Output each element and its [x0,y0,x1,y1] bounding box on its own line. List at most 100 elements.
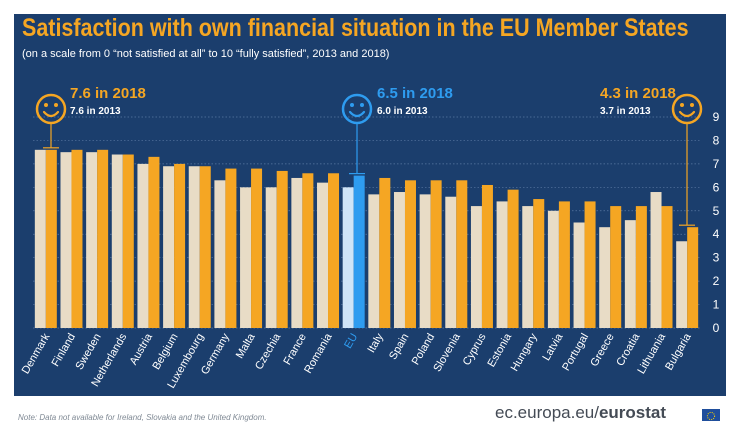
chart-subtitle: (on a scale from 0 “not satisfied at all… [22,48,390,60]
x-tick-label: EU [342,331,360,350]
bar-2018 [507,189,519,328]
bar-2018 [379,177,391,328]
x-tick-label: Finland [50,332,78,369]
bar-2013 [214,180,226,328]
smiley-face-outline [341,93,373,125]
bar-2018 [404,180,416,328]
x-tick-label: Spain [387,332,411,362]
callout-value-2018: 7.6 in 2018 [70,85,146,102]
smiley-mouth [348,110,366,118]
bar-2018 [225,168,237,328]
bar-2018 [122,154,134,328]
smiley-eye [360,103,364,107]
smiley-eye [54,103,58,107]
bar-2018 [558,201,570,328]
bar-2013 [599,227,611,328]
bar-2018 [635,206,647,328]
bar-2013 [650,192,662,328]
footnote: Note: Data not available for Ireland, Sl… [18,413,267,422]
x-tick-label: Cyprus [461,331,489,368]
smiley-face-outline [671,93,703,125]
bar-2018 [199,166,211,328]
bar-2013 [342,187,354,328]
bar-2013 [470,206,482,328]
y-tick-label: 8 [713,133,720,147]
y-tick-label: 4 [713,227,720,241]
bar-2018 [353,175,365,328]
y-tick-label: 1 [713,298,720,312]
bar-2013 [240,187,252,328]
smiley-eye [680,103,684,107]
x-tick-label: Croatia [614,331,643,368]
bar-2013 [368,194,380,328]
bar-2013 [291,177,303,328]
bar-2013 [265,187,277,328]
bar-2018 [481,184,493,328]
y-tick-label: 3 [713,251,720,265]
bar-2018 [174,163,186,328]
bar-2013 [573,222,585,328]
callout-value-2018: 4.3 in 2018 [600,85,676,102]
bar-2018 [97,149,109,328]
smiley-eye [44,103,48,107]
bar-2013 [111,154,123,328]
bar-2013 [676,241,688,328]
bar-2018 [328,173,340,328]
y-tick-label: 5 [713,204,720,218]
bar-2013 [496,201,508,328]
x-tick-label: Latvia [540,331,566,363]
bar-2013 [317,182,329,328]
bar-2018 [71,149,83,328]
bar-2018 [302,173,314,328]
x-tick-label: Austria [128,331,156,367]
bar-2018 [251,168,263,328]
source-domain: ec.europa.eu/ [495,403,599,422]
callout-value-2013: 6.0 in 2013 [377,106,428,117]
x-tick-label: Malta [234,331,258,361]
bar-2013 [547,210,559,328]
bar-2013 [137,163,149,328]
callout-value-2013: 3.7 in 2013 [600,106,651,117]
source-link[interactable]: ec.europa.eu/eurostat [495,403,666,423]
smiley-icon [35,93,67,125]
smiley-mouth [678,110,696,118]
bar-2018 [687,227,699,328]
bar-2013 [34,149,46,328]
bar-2013 [188,166,200,328]
y-tick-label: 7 [713,157,720,171]
smiley-eye [350,103,354,107]
bar-2013 [86,152,98,328]
callout-value-2018: 6.5 in 2018 [377,85,453,102]
bar-2013 [60,152,72,328]
bar-2018 [456,180,468,328]
x-tick-label: Greece [588,332,616,369]
source-brand-name: eurostat [598,403,667,422]
bar-2018 [430,180,442,328]
smiley-mouth [42,110,60,118]
x-tick-label: Poland [410,332,438,368]
smiley-icon [341,93,373,125]
bar-2013 [163,166,175,328]
eu-flag-icon [702,409,720,421]
bar-2013 [445,196,457,328]
x-tick-label: Czechia [253,331,284,372]
bar-2013 [624,220,636,328]
bar-2018 [584,201,596,328]
x-tick-label: Denmark [20,331,53,376]
x-tick-label: Bulgaria [663,331,694,373]
x-tick-label: France [281,332,309,368]
smiley-face-outline [35,93,67,125]
smiley-icon [671,93,703,125]
y-tick-label: 0 [713,321,720,335]
callout-value-2013: 7.6 in 2013 [70,106,121,117]
y-tick-label: 9 [713,110,720,124]
bar-2013 [522,206,534,328]
y-tick-label: 6 [713,180,720,194]
y-tick-label: 2 [713,274,720,288]
bar-2018 [276,170,288,328]
x-tick-label: Italy [365,331,386,355]
bar-2018 [661,206,673,328]
smiley-eye [690,103,694,107]
bar-2013 [393,192,405,328]
